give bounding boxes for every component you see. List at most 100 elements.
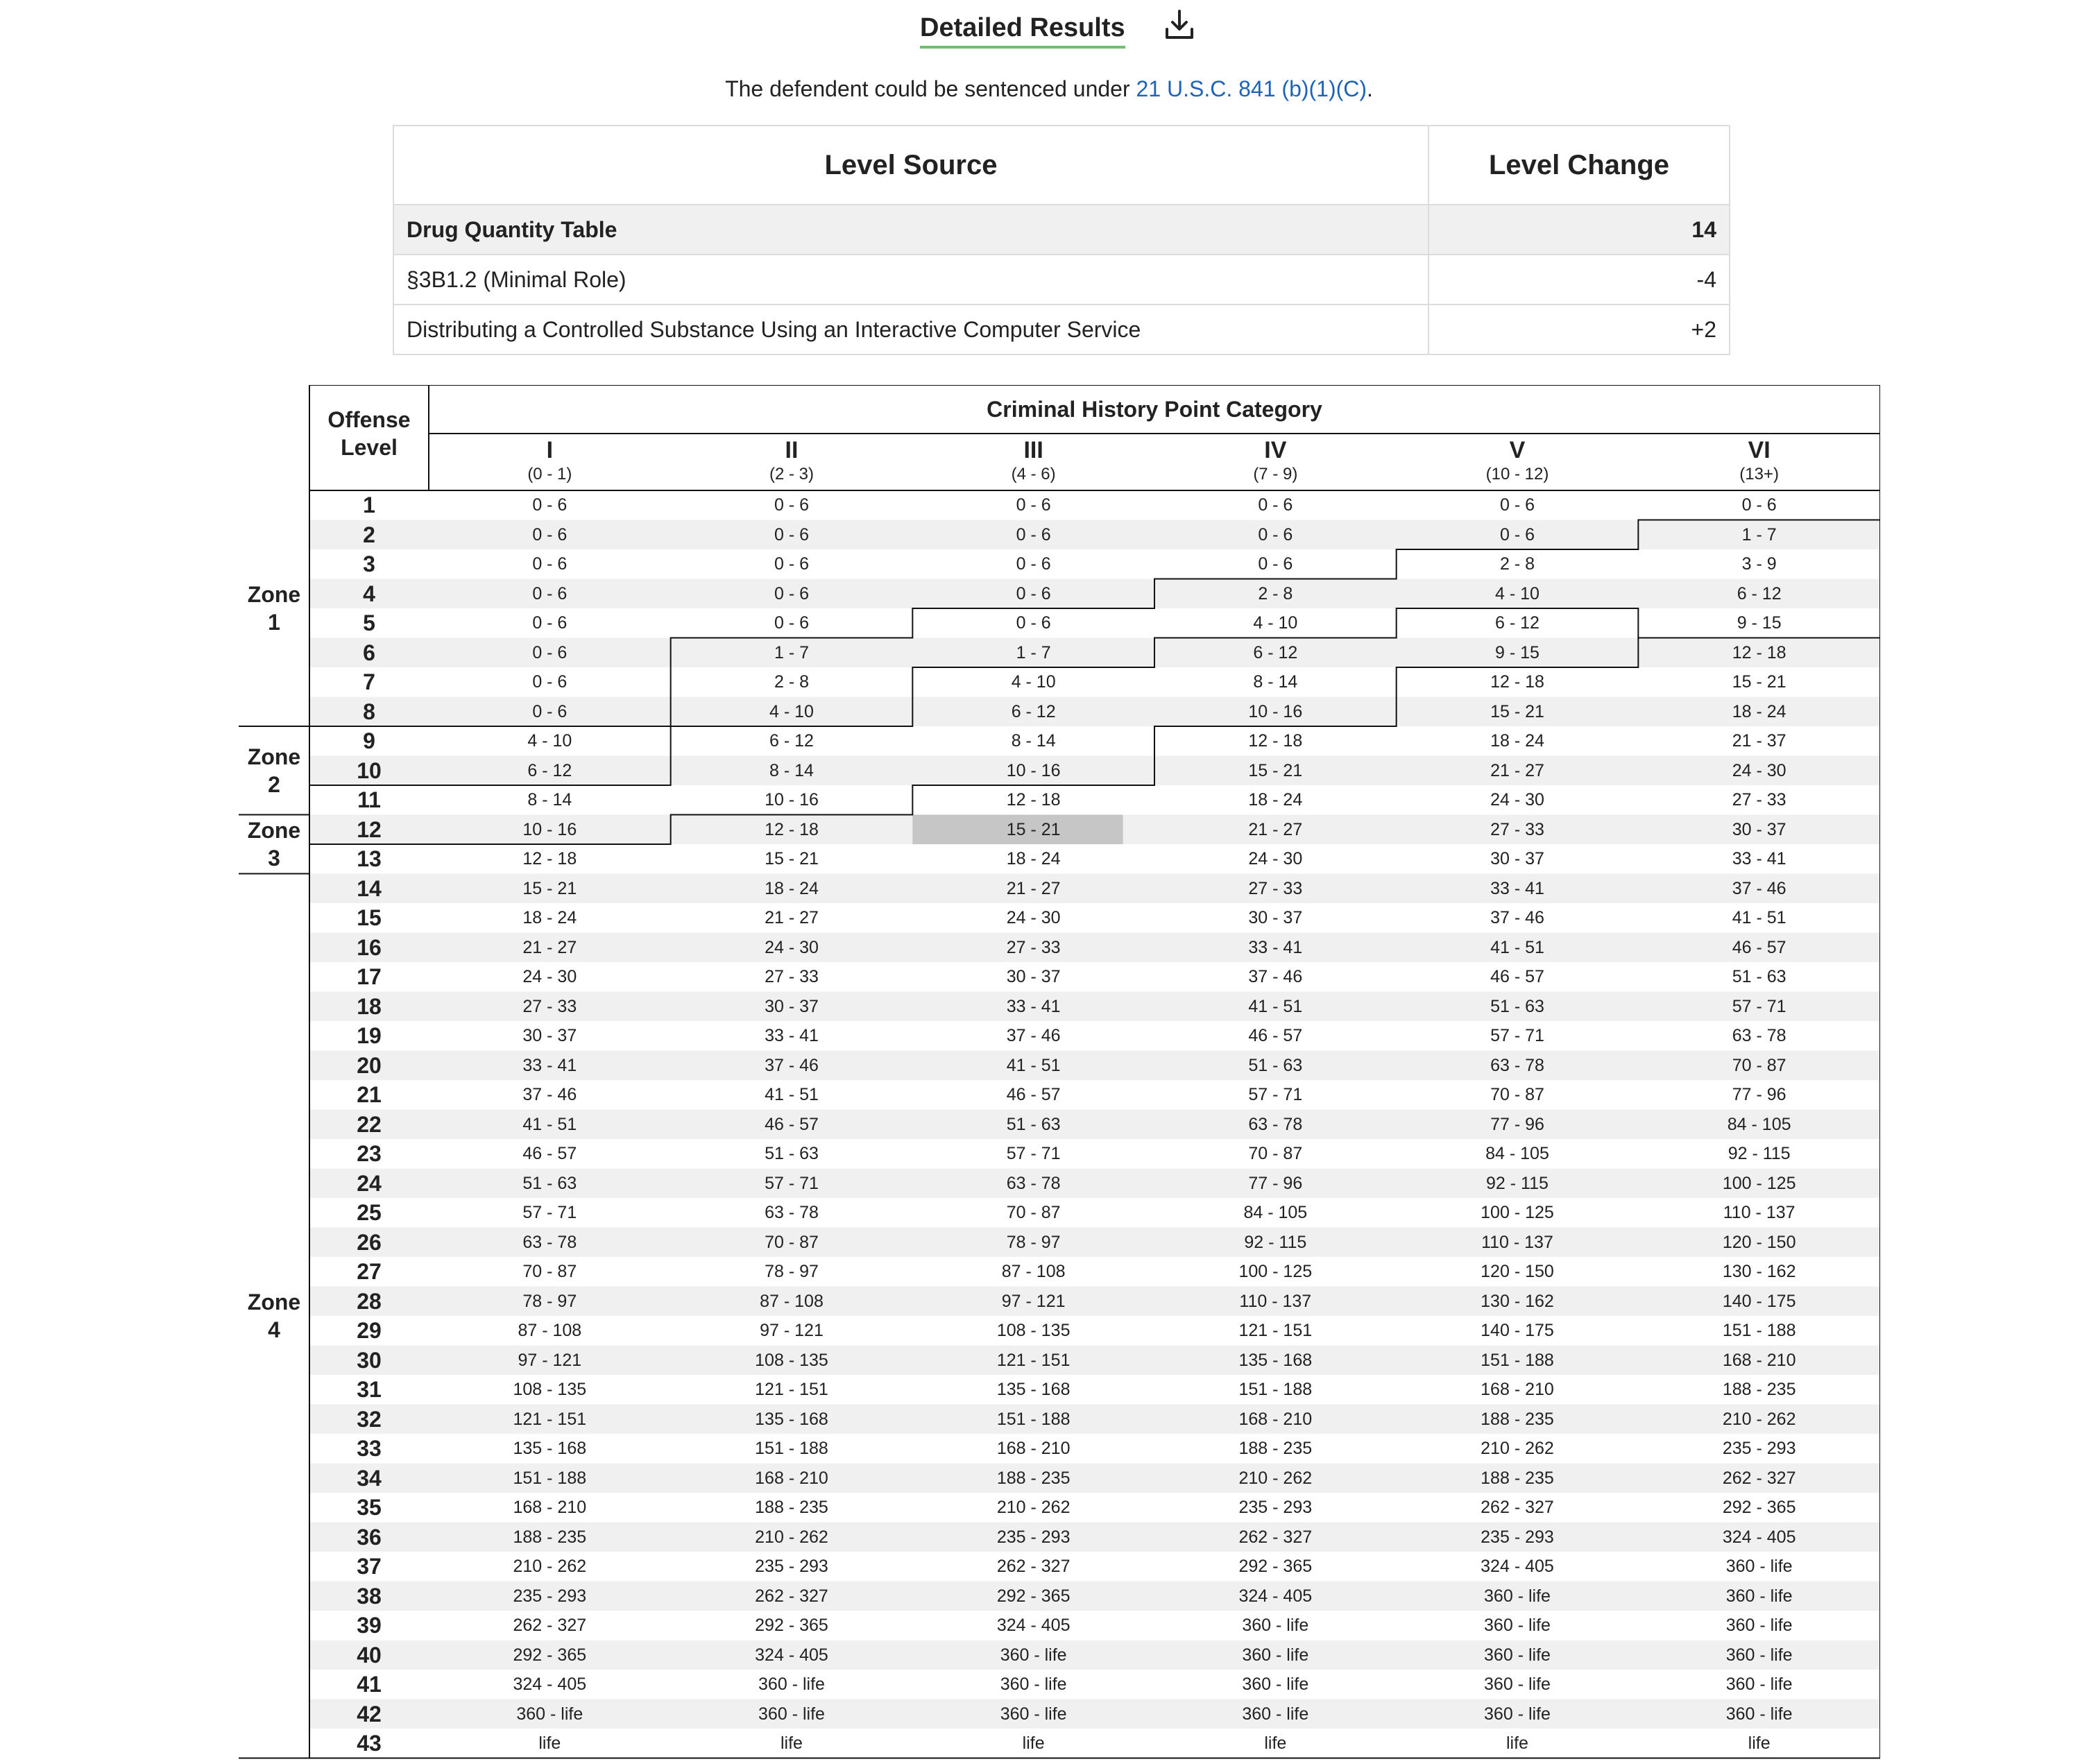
guideline-range-cell: 121 - 151 — [755, 1380, 828, 1399]
guideline-range-cell: 0 - 6 — [1016, 554, 1051, 574]
offense-level: 9 — [363, 728, 375, 753]
guideline-range-cell: 41 - 51 — [1248, 996, 1303, 1016]
download-icon[interactable] — [1163, 8, 1196, 42]
guideline-range-cell: 46 - 57 — [1732, 937, 1786, 957]
guideline-range-cell: 151 - 188 — [996, 1409, 1071, 1429]
guideline-range-cell: 151 - 188 — [513, 1468, 587, 1488]
guideline-range-cell: 70 - 87 — [522, 1262, 577, 1281]
sentencing-table: Zone 1 Zone 2 Zone 3 Zone 4 Offense Level Criminal… — [239, 385, 1880, 1764]
guideline-range-cell: 77 - 96 — [1732, 1085, 1786, 1104]
guideline-range-cell: 46 - 57 — [1490, 967, 1544, 986]
guideline-range-cell: 46 - 57 — [1006, 1085, 1061, 1104]
guideline-range-cell: 108 - 135 — [755, 1350, 828, 1370]
level-row: Drug Quantity Table 14 — [393, 204, 1730, 255]
guideline-range-cell: 100 - 125 — [1238, 1262, 1313, 1281]
offense-level: 22 — [357, 1111, 382, 1137]
row-stripe — [309, 1286, 1880, 1316]
guideline-range-cell: 27 - 33 — [1248, 878, 1303, 898]
guideline-range-cell: 130 - 162 — [1481, 1291, 1554, 1311]
guideline-range-cell: 57 - 71 — [765, 1173, 819, 1193]
guideline-range-cell: 0 - 6 — [774, 495, 809, 515]
guideline-range-cell: 360 - life — [1484, 1616, 1551, 1635]
offense-level: 38 — [357, 1583, 382, 1609]
guideline-range-cell: 63 - 78 — [765, 1203, 819, 1222]
guideline-range-cell: 360 - life — [1242, 1645, 1309, 1665]
guideline-range-cell: life — [781, 1733, 803, 1753]
guideline-range-cell: 100 - 125 — [1481, 1203, 1554, 1222]
guideline-range-cell: 168 - 210 — [513, 1498, 587, 1517]
guideline-range-cell: 0 - 6 — [532, 583, 568, 603]
guideline-range-cell: 70 - 87 — [1006, 1203, 1061, 1222]
guideline-range-cell: 18 - 24 — [522, 908, 577, 927]
row-stripe — [309, 579, 1880, 608]
guideline-range-cell: 292 - 365 — [1722, 1498, 1796, 1517]
guideline-range-cell: 292 - 365 — [755, 1616, 828, 1635]
guideline-range-cell: life — [1264, 1733, 1287, 1753]
guideline-range-cell: 37 - 46 — [522, 1085, 577, 1104]
guideline-range-cell: 12 - 18 — [522, 849, 577, 868]
level-table: Level Source Level Change Drug Quantity … — [393, 125, 1730, 355]
guideline-range-cell: 235 - 293 — [996, 1527, 1071, 1547]
guideline-range-cell: 4 - 10 — [1495, 583, 1540, 603]
guideline-range-cell: 77 - 96 — [1248, 1173, 1303, 1193]
guideline-range-cell: 2 - 8 — [1499, 554, 1535, 574]
offense-level: 17 — [357, 964, 382, 989]
guideline-range-cell: 360 - life — [1725, 1645, 1793, 1665]
guideline-range-cell: 12 - 18 — [1490, 672, 1544, 692]
level-source: Distributing a Controlled Substance Usin… — [393, 304, 1429, 355]
guideline-range-cell: 12 - 18 — [1006, 790, 1061, 810]
guideline-range-cell: 235 - 293 — [1481, 1527, 1554, 1547]
guideline-range-cell: 4 - 10 — [769, 701, 814, 721]
guideline-range-cell: 70 - 87 — [765, 1232, 819, 1252]
guideline-range-cell: 3 - 9 — [1741, 554, 1777, 574]
level-change-header: Level Change — [1428, 125, 1730, 205]
guideline-range-cell: 1 - 7 — [1016, 642, 1051, 662]
guideline-range-cell: 21 - 27 — [522, 937, 577, 957]
guideline-range-cell: 84 - 105 — [1485, 1144, 1549, 1163]
guideline-range-cell: 27 - 33 — [765, 967, 819, 986]
guideline-range-cell: 360 - life — [516, 1704, 583, 1724]
statute-link[interactable]: 21 U.S.C. 841 (b)(1)(C) — [1136, 76, 1367, 101]
guideline-range-cell: 0 - 6 — [532, 495, 568, 515]
guideline-range-cell: 24 - 30 — [522, 967, 577, 986]
row-stripe — [309, 873, 1880, 903]
guideline-range-cell: 41 - 51 — [1006, 1055, 1061, 1075]
guideline-range-cell: 324 - 405 — [1722, 1527, 1796, 1547]
offense-level: 36 — [357, 1524, 382, 1550]
guideline-range-cell: 360 - life — [1725, 1675, 1793, 1694]
guideline-range-cell: 168 - 210 — [1238, 1409, 1313, 1429]
offense-level: 26 — [357, 1229, 382, 1255]
guideline-range-cell: 10 - 16 — [522, 819, 577, 839]
guideline-range-cell: 0 - 6 — [1499, 495, 1535, 515]
guideline-range-cell: 37 - 46 — [1006, 1026, 1061, 1045]
guideline-range-cell: 15 - 21 — [1732, 672, 1786, 692]
row-stripe — [309, 1404, 1880, 1434]
guideline-range-cell: 0 - 6 — [532, 524, 568, 545]
guideline-range-cell: 324 - 405 — [1481, 1557, 1554, 1576]
guideline-range-cell: 51 - 63 — [1006, 1114, 1061, 1134]
guideline-range-cell: 360 - life — [1725, 1586, 1793, 1606]
guideline-range-cell: 63 - 78 — [522, 1232, 577, 1252]
guideline-range-cell: 324 - 405 — [513, 1675, 587, 1694]
guideline-range-cell: 63 - 78 — [1006, 1173, 1061, 1193]
guideline-range-cell: 33 - 41 — [1006, 996, 1061, 1016]
guideline-range-cell: 15 - 21 — [765, 849, 819, 868]
guideline-range-cell: 0 - 6 — [532, 613, 568, 633]
guideline-range-cell: 140 - 175 — [1722, 1291, 1796, 1311]
offense-level: 32 — [357, 1406, 382, 1432]
offense-level: 23 — [357, 1141, 382, 1166]
guideline-range-cell: 151 - 188 — [1481, 1350, 1554, 1370]
guideline-range-cell: 33 - 41 — [1732, 849, 1786, 868]
offense-level: 34 — [357, 1465, 382, 1491]
guideline-range-cell: 78 - 97 — [1006, 1232, 1061, 1252]
statement-text: The defendent could be sentenced under — [725, 76, 1136, 101]
offense-level: 15 — [357, 905, 382, 930]
guideline-range-cell: 92 - 115 — [1244, 1232, 1307, 1252]
guideline-range-cell: 360 - life — [1242, 1675, 1309, 1694]
guideline-range-cell: 78 - 97 — [522, 1291, 577, 1311]
level-table-header: Level Source Level Change — [393, 125, 1730, 205]
offense-level: 5 — [363, 610, 375, 635]
guideline-range-cell: 235 - 293 — [1722, 1439, 1796, 1458]
offense-level: 31 — [357, 1377, 382, 1402]
guideline-range-cell: 0 - 6 — [1499, 524, 1535, 545]
